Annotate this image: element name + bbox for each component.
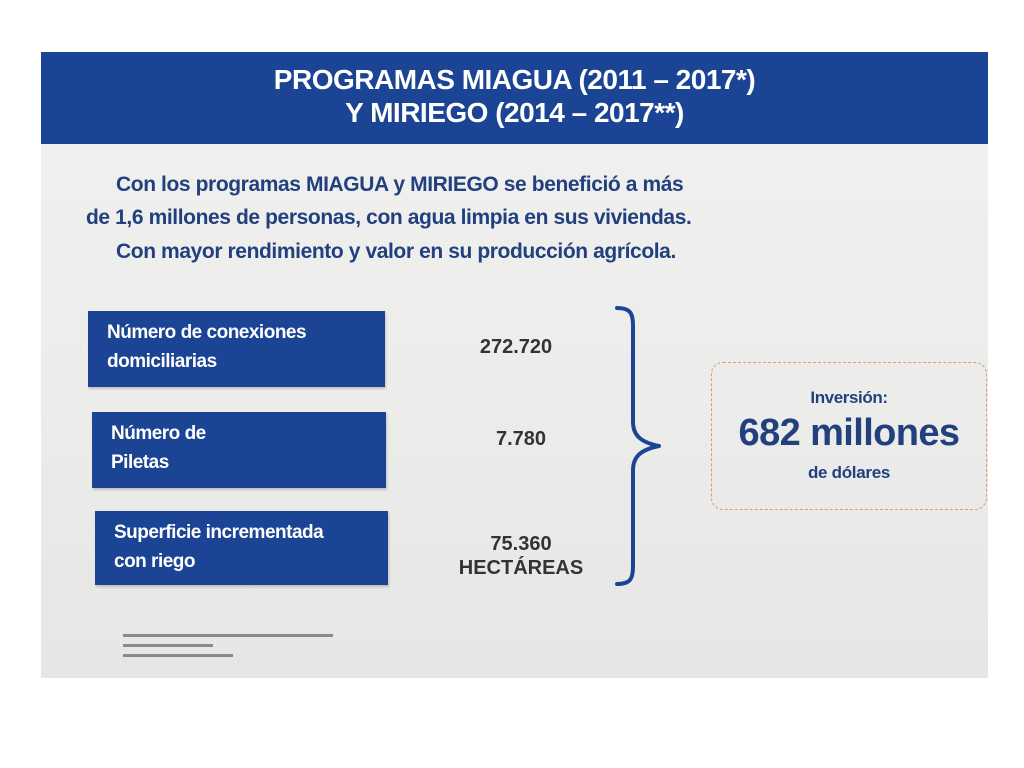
footnote-source	[123, 634, 333, 637]
footnote-asterisk-1	[123, 644, 213, 647]
footnotes	[123, 634, 333, 664]
infographic-slide: PROGRAMAS MIAGUA (2011 – 2017*) Y MIRIEG…	[41, 52, 988, 678]
stat-value-number: 75.360	[490, 533, 552, 555]
title-line-1: PROGRAMAS MIAGUA (2011 – 2017*)	[273, 64, 756, 95]
curly-brace-icon	[615, 306, 661, 586]
stat-label-line: Piletas	[111, 452, 169, 473]
stat-label-conexiones: Número de conexiones domiciliarias	[88, 311, 385, 387]
investment-label: Inversión:	[810, 388, 888, 407]
stat-value-unit: HECTÁREAS	[458, 557, 584, 579]
stat-value-superficie: 75.360 HECTÁREAS	[436, 532, 606, 580]
stat-label-line: Superficie incrementada	[114, 522, 324, 543]
intro-line-3: Con mayor rendimiento y valor en su prod…	[116, 240, 676, 263]
stat-label-line: Número de	[111, 423, 206, 444]
footnote-asterisk-2	[123, 654, 233, 657]
intro-line-1: Con los programas MIAGUA y MIRIEGO se be…	[116, 173, 684, 196]
stat-value-conexiones: 272.720	[479, 336, 553, 358]
stat-label-line: domiciliarias	[107, 351, 217, 372]
stat-label-superficie: Superficie incrementada con riego	[95, 511, 388, 585]
stat-value-piletas: 7.780	[495, 428, 547, 450]
title-line-2: Y MIRIEGO (2014 – 2017**)	[345, 97, 684, 128]
intro-line-2: de 1,6 millones de personas, con agua li…	[86, 206, 692, 229]
title-banner: PROGRAMAS MIAGUA (2011 – 2017*) Y MIRIEG…	[41, 52, 988, 144]
stat-label-line: Número de conexiones	[107, 322, 307, 343]
stat-label-piletas: Número de Piletas	[92, 412, 386, 488]
stat-label-line: con riego	[114, 551, 196, 572]
investment-box: Inversión: 682 millones de dólares	[711, 362, 987, 510]
investment-value: 682 millones	[738, 412, 961, 454]
investment-unit: de dólares	[807, 463, 891, 482]
